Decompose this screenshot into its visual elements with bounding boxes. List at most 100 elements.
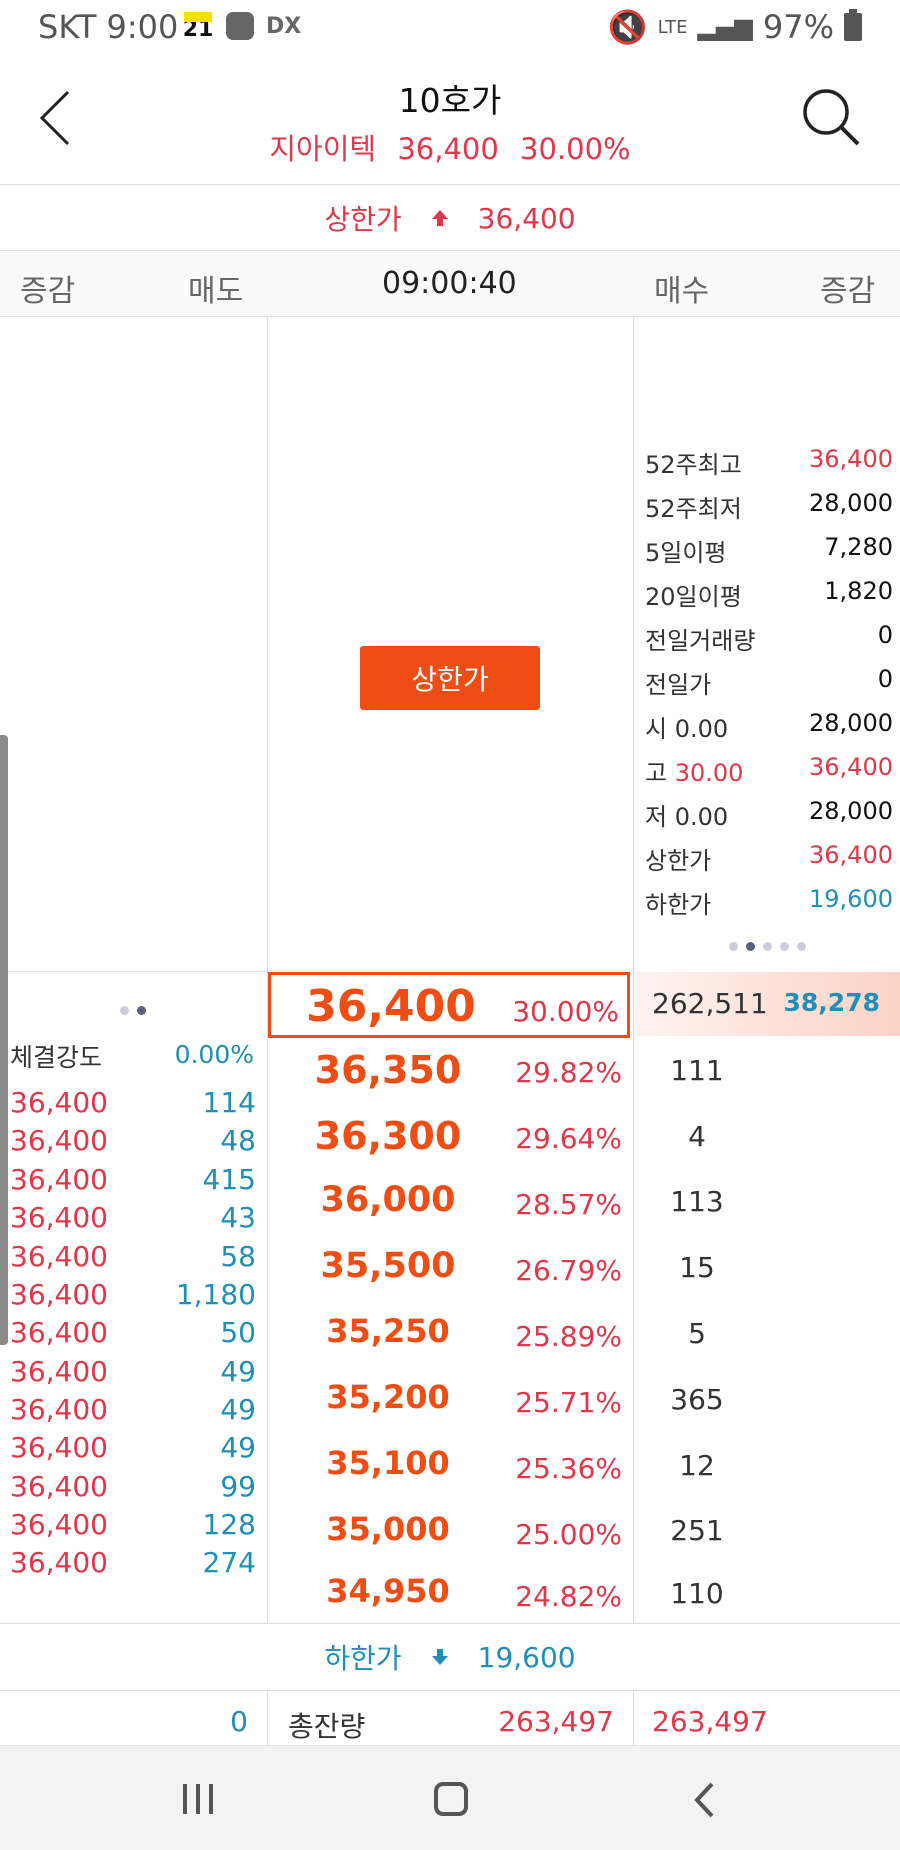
info-row-upper-limit: 상한가 36,400 — [645, 833, 895, 877]
recent-apps-button[interactable] — [183, 1784, 213, 1814]
info-value: 0 — [877, 621, 893, 649]
price-row[interactable]: 36,000 28.57% — [268, 1168, 630, 1234]
scrollbar-handle[interactable] — [0, 735, 8, 1345]
bid-quantity[interactable]: 15 — [679, 1251, 715, 1284]
rate: 25.89% — [515, 1320, 622, 1353]
info-value: 0 — [877, 665, 893, 693]
trade-qty: 1,180 — [175, 1278, 256, 1311]
info-value: 19,600 — [809, 885, 893, 913]
rate: 29.82% — [515, 1056, 622, 1089]
page-dot — [120, 1006, 129, 1015]
status-left: SKT 9:00 — [38, 8, 178, 46]
trade-row: 36,400 48 — [10, 1124, 256, 1162]
bid-quantity[interactable]: 111 — [670, 1054, 724, 1087]
info-row-high: 고 30.00 36,400 — [645, 745, 895, 789]
price: 35,100 — [326, 1444, 450, 1482]
bid-quantity[interactable]: 5 — [688, 1317, 706, 1350]
page-dot — [780, 942, 789, 951]
price-row[interactable]: 35,500 26.79% — [268, 1234, 630, 1300]
rate: 25.00% — [515, 1518, 622, 1551]
trade-row: 36,400 49 — [10, 1431, 256, 1469]
bid-quantity[interactable]: 4 — [688, 1120, 706, 1153]
total-label: 총잔량 — [288, 1710, 366, 1743]
back-icon — [694, 1782, 714, 1818]
bid-quantity[interactable]: 12 — [679, 1449, 715, 1482]
price-row[interactable]: 36,350 29.82% — [268, 1036, 630, 1102]
page-dot-active — [137, 1006, 146, 1015]
trade-price: 36,400 — [10, 1240, 108, 1273]
info-label: 52주최저 — [645, 495, 742, 523]
price-row[interactable]: 36,300 29.64% — [268, 1102, 630, 1168]
trade-strength-value: 0.00% — [174, 1040, 254, 1069]
rate: 26.79% — [515, 1254, 622, 1287]
price-row[interactable]: 35,100 25.36% — [268, 1432, 630, 1498]
stock-change-rate: 30.00% — [520, 132, 631, 166]
system-nav-bar — [0, 1745, 900, 1850]
trade-price: 36,400 — [10, 1316, 108, 1349]
price: 35,200 — [326, 1378, 450, 1416]
bid-quantity[interactable]: 110 — [670, 1577, 724, 1610]
battery-icon — [844, 9, 862, 41]
arrow-up-icon — [431, 210, 448, 226]
bid-quantity-current[interactable]: 262,511 — [652, 987, 768, 1020]
search-button[interactable] — [800, 86, 864, 150]
trade-qty: 58 — [220, 1240, 256, 1273]
status-bar: SKT 9:00 21 DX 🔇 LTE ▂▄▆ 97% — [0, 0, 900, 56]
trade-price: 36,400 — [10, 1546, 108, 1579]
price-row[interactable]: 35,000 25.00% — [268, 1498, 630, 1564]
back-button[interactable] — [32, 86, 88, 150]
info-value: 7,280 — [824, 533, 893, 561]
info-label: 5일이평 — [645, 539, 727, 567]
info-row-low: 저 0.00 28,000 — [645, 789, 895, 833]
trade-row: 36,400 99 — [10, 1470, 256, 1508]
page-dot — [729, 942, 738, 951]
lower-limit-label: 하한가 — [324, 1642, 402, 1675]
price-row-current[interactable]: 36,400 30.00% — [268, 972, 630, 1038]
info-label: 고 30.00 — [645, 753, 743, 788]
search-icon — [803, 89, 860, 146]
calendar-icon: 21 — [182, 10, 214, 42]
trade-qty: 114 — [202, 1086, 256, 1119]
divider — [0, 971, 267, 972]
rate: 24.82% — [515, 1580, 622, 1613]
system-back-button[interactable] — [688, 1780, 722, 1820]
price-row[interactable]: 35,200 25.71% — [268, 1366, 630, 1432]
page-title: 10호가 — [398, 81, 502, 120]
bid-quantity[interactable]: 365 — [670, 1383, 724, 1416]
clock: 9:00 — [106, 8, 179, 46]
price: 36,400 — [306, 981, 476, 1032]
dex-icon: DX — [266, 13, 302, 39]
trade-qty: 43 — [220, 1201, 256, 1234]
recent-apps-icon — [183, 1784, 187, 1814]
info-label: 52주최고 — [645, 451, 742, 479]
header: 10호가 지아이텍 36,400 30.00% — [0, 56, 900, 184]
bid-quantity[interactable]: 113 — [670, 1185, 724, 1218]
low-label: 저 — [645, 803, 668, 831]
trade-row: 36,400 50 — [10, 1316, 256, 1354]
recent-apps-icon — [196, 1784, 200, 1814]
divider — [0, 1623, 900, 1624]
trade-qty: 50 — [220, 1316, 256, 1349]
rate: 25.36% — [515, 1452, 622, 1485]
total-ask-change: 0 — [230, 1705, 248, 1738]
price: 35,250 — [326, 1312, 450, 1350]
price-row[interactable]: 34,950 24.82% — [268, 1560, 630, 1626]
price: 34,950 — [326, 1572, 450, 1610]
info-row-5d-avg: 5일이평 7,280 — [645, 525, 895, 569]
bid-quantity[interactable]: 251 — [670, 1514, 724, 1547]
info-page-indicator[interactable] — [729, 942, 806, 951]
trade-row: 36,400 114 — [10, 1086, 256, 1124]
trade-page-indicator[interactable] — [120, 1006, 146, 1015]
trade-price: 36,400 — [10, 1124, 108, 1157]
upper-limit-button[interactable]: 상한가 — [360, 646, 540, 710]
home-button[interactable] — [434, 1782, 468, 1816]
trade-row: 36,400 49 — [10, 1355, 256, 1393]
trade-row: 36,400 128 — [10, 1508, 256, 1546]
bid-change-header: 증감 — [820, 274, 876, 309]
info-row-open: 시 0.00 28,000 — [645, 701, 895, 745]
price: 36,000 — [320, 1180, 456, 1220]
info-label: 하한가 — [645, 891, 712, 919]
price: 36,300 — [314, 1114, 462, 1158]
bid-change-current: 38,278 — [783, 988, 880, 1017]
price-row[interactable]: 35,250 25.89% — [268, 1300, 630, 1366]
